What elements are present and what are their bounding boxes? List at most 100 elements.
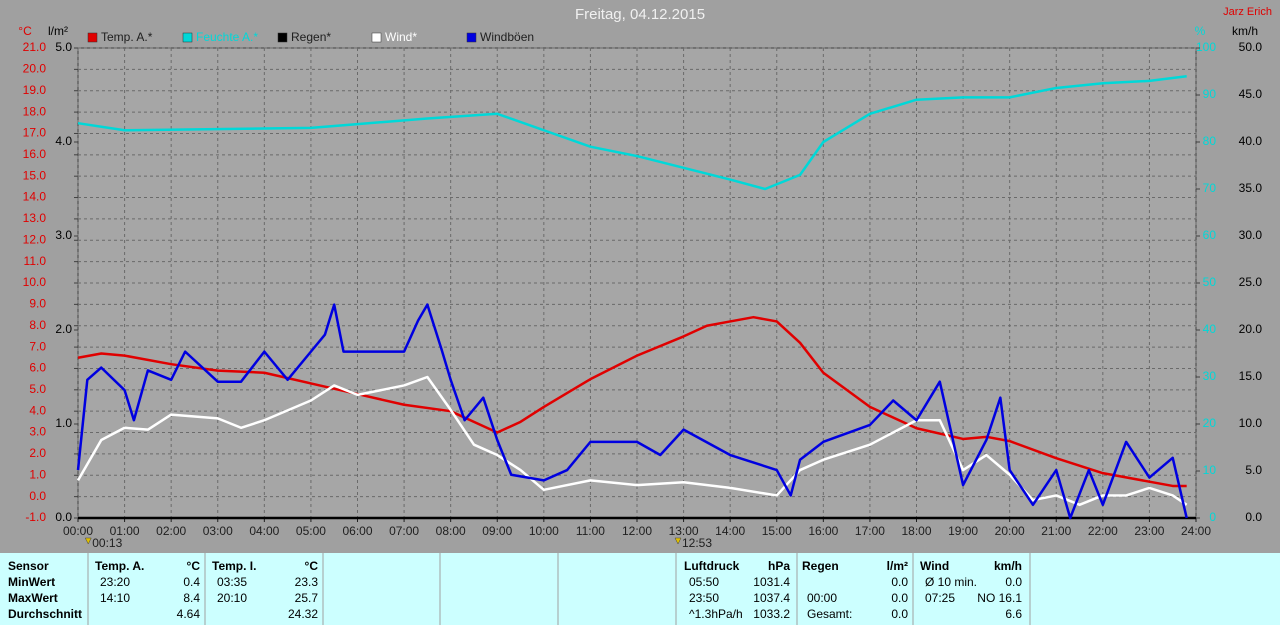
x-tick-label: 16:00 xyxy=(808,524,838,538)
y-tick-label: 30 xyxy=(1203,369,1217,383)
stat-value: 24.32 xyxy=(288,607,318,621)
legend-swatch xyxy=(466,32,477,43)
group-name: Temp. I. xyxy=(212,559,256,573)
y-tick-label: 1.0 xyxy=(55,416,72,430)
stat-time: 00:00 xyxy=(807,591,837,605)
y-tick-label: 4.0 xyxy=(55,134,72,148)
marker-label: 00:13 xyxy=(92,536,122,550)
stat-value: 6.6 xyxy=(1005,607,1022,621)
marker-label: 12:53 xyxy=(682,536,712,550)
stat-value: 25.7 xyxy=(295,591,319,605)
y-tick-label: 3.0 xyxy=(55,228,72,242)
y-tick-label: 40 xyxy=(1203,322,1217,336)
group-unit: km/h xyxy=(994,559,1022,573)
x-tick-label: 12:00 xyxy=(622,524,652,538)
y-tick-label: 40.0 xyxy=(1239,134,1263,148)
x-tick-label: 01:00 xyxy=(110,524,140,538)
legend-label: Wind* xyxy=(385,30,417,44)
author: Jarz Erich xyxy=(1223,6,1272,18)
y-tick-label: 90 xyxy=(1203,87,1217,101)
axis-unit: l/m² xyxy=(48,24,68,38)
series-line xyxy=(77,74,1187,191)
group-name: Luftdruck xyxy=(684,559,740,573)
y-tick-label: 11.0 xyxy=(24,254,47,268)
x-tick-label: 20:00 xyxy=(995,524,1025,538)
x-tick-label: 14:00 xyxy=(715,524,745,538)
stat-value: 8.4 xyxy=(183,591,200,605)
legend-swatch xyxy=(87,32,98,43)
stat-time: 07:25 xyxy=(925,591,955,605)
stat-value: NO 16.1 xyxy=(977,591,1022,605)
y-tick-label: 21.0 xyxy=(23,40,47,54)
stat-value: 0.0 xyxy=(1005,575,1022,589)
y-tick-label: 25.0 xyxy=(1239,275,1263,289)
y-tick-label: 6.0 xyxy=(29,361,46,375)
y-tick-label: 13.0 xyxy=(23,211,47,225)
legend-label: Feuchte A.* xyxy=(196,30,258,44)
x-tick-label: 22:00 xyxy=(1088,524,1118,538)
x-tick-label: 21:00 xyxy=(1041,524,1071,538)
y-tick-label: 45.0 xyxy=(1239,87,1263,101)
y-tick-label: 20.0 xyxy=(23,62,47,76)
y-tick-label: 50 xyxy=(1203,275,1217,289)
stat-value: 0.0 xyxy=(891,591,908,605)
y-tick-label: 9.0 xyxy=(29,297,46,311)
y-tick-label: 15.0 xyxy=(1239,369,1263,383)
y-tick-label: 100 xyxy=(1196,40,1216,54)
y-tick-label: 0.0 xyxy=(55,510,72,524)
axis-unit: % xyxy=(1195,24,1206,38)
y-tick-label: 8.0 xyxy=(29,318,46,332)
x-tick-label: 09:00 xyxy=(482,524,512,538)
stat-time: ^1.3hPa/h xyxy=(689,607,743,621)
stat-value: 0.0 xyxy=(891,575,908,589)
series-line xyxy=(76,303,1188,520)
y-tick-label: 0.0 xyxy=(1245,510,1262,524)
y-tick-label: 16.0 xyxy=(23,147,47,161)
group-unit: °C xyxy=(187,559,201,573)
stat-value: 23.3 xyxy=(295,575,319,589)
x-tick-label: 03:00 xyxy=(203,524,233,538)
row-label: Sensor xyxy=(8,559,49,573)
x-tick-label: 07:00 xyxy=(389,524,419,538)
stat-time: 03:35 xyxy=(217,575,247,589)
stat-value: 0.0 xyxy=(891,607,908,621)
y-tick-label: 20.0 xyxy=(1239,322,1263,336)
stat-time: Ø 10 min. xyxy=(925,575,977,589)
legend-swatch xyxy=(277,32,288,43)
row-label: MinWert xyxy=(8,575,55,589)
y-tick-label: 80 xyxy=(1203,134,1217,148)
x-tick-label: 08:00 xyxy=(436,524,466,538)
x-tick-label: 19:00 xyxy=(948,524,978,538)
y-tick-label: 35.0 xyxy=(1239,181,1263,195)
y-tick-label: 17.0 xyxy=(23,126,47,140)
y-tick-label: 5.0 xyxy=(1245,463,1262,477)
legend-swatch xyxy=(371,32,382,43)
y-tick-label: 12.0 xyxy=(23,232,47,246)
x-tick-label: 17:00 xyxy=(855,524,885,538)
axis-unit: °C xyxy=(18,24,32,38)
y-tick-label: 7.0 xyxy=(29,339,46,353)
x-tick-label: 00:00 xyxy=(63,524,93,538)
x-tick-label: 23:00 xyxy=(1134,524,1164,538)
y-tick-label: 15.0 xyxy=(23,168,47,182)
chart-title: Freitag, 04.12.2015 xyxy=(575,6,705,23)
y-tick-label: 19.0 xyxy=(23,83,47,97)
x-tick-label: 18:00 xyxy=(901,524,931,538)
stat-time: 05:50 xyxy=(689,575,719,589)
stat-value: 1031.4 xyxy=(753,575,790,589)
x-tick-label: 24:00 xyxy=(1181,524,1211,538)
group-name: Regen xyxy=(802,559,839,573)
y-tick-label: 5.0 xyxy=(55,40,72,54)
stat-time: 23:20 xyxy=(100,575,130,589)
group-unit: l/m² xyxy=(887,559,908,573)
series-line xyxy=(76,375,1188,507)
y-tick-label: 30.0 xyxy=(1239,228,1263,242)
legend-label: Temp. A.* xyxy=(101,30,153,44)
axis-unit: km/h xyxy=(1232,24,1258,38)
x-tick-label: 10:00 xyxy=(529,524,559,538)
x-tick-label: 05:00 xyxy=(296,524,326,538)
legend-label: Regen* xyxy=(291,30,331,44)
x-tick-label: 11:00 xyxy=(576,524,605,538)
marker-icon xyxy=(84,537,92,545)
y-tick-label: 0.0 xyxy=(29,489,46,503)
